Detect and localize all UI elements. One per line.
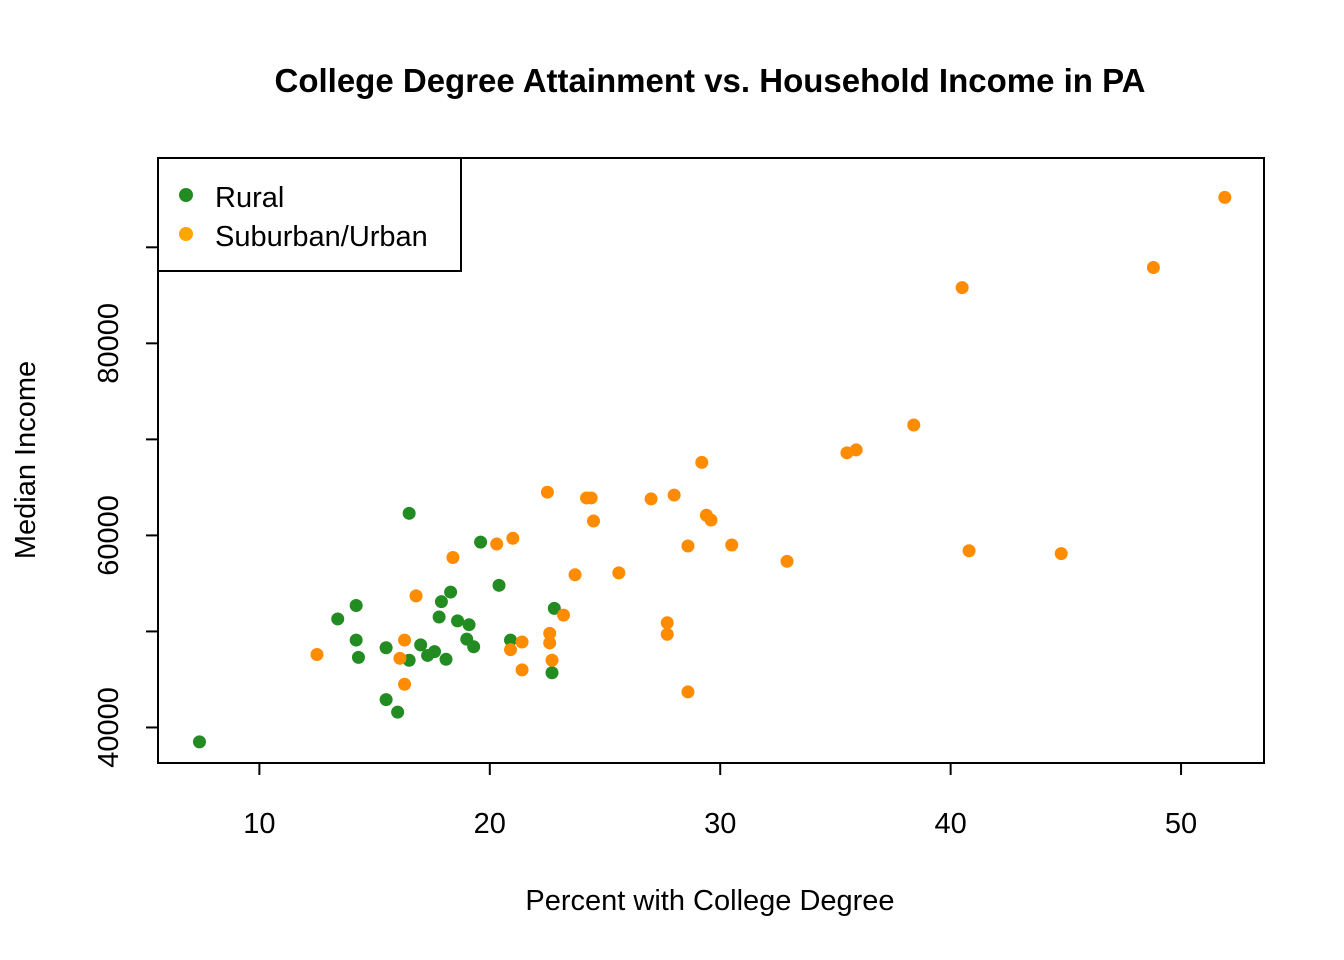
data-point: [557, 608, 571, 622]
data-point: [393, 651, 407, 665]
data-point: [515, 635, 529, 649]
data-points: [192, 190, 1232, 749]
x-tick-label: 40: [935, 808, 967, 840]
data-point: [351, 650, 365, 664]
data-point: [379, 693, 393, 707]
y-tick-label: 60000: [93, 495, 125, 576]
data-point: [398, 633, 412, 647]
x-axis: 10 20 30 40 50: [243, 762, 1197, 840]
data-point: [660, 627, 674, 641]
data-point: [849, 443, 863, 457]
legend-marker-suburban-urban: [179, 227, 193, 241]
y-tick-label: 40000: [93, 687, 125, 768]
data-point: [446, 550, 460, 564]
data-point: [612, 566, 626, 580]
data-point: [379, 641, 393, 655]
data-point: [1218, 190, 1232, 204]
x-tick-label: 20: [474, 808, 506, 840]
data-point: [331, 612, 345, 626]
data-point: [660, 616, 674, 630]
data-point: [780, 554, 794, 568]
data-point: [402, 506, 416, 520]
data-point: [434, 595, 448, 609]
data-point: [584, 491, 598, 505]
data-point: [492, 578, 506, 592]
data-point: [547, 601, 561, 615]
data-point: [409, 589, 423, 603]
data-point: [349, 633, 363, 647]
data-point: [428, 645, 441, 659]
data-point: [467, 640, 481, 654]
data-point: [515, 663, 529, 677]
legend: Rural Suburban/Urban: [157, 157, 462, 272]
x-tick-label: 10: [243, 808, 275, 840]
data-point: [414, 638, 428, 652]
data-point: [543, 636, 557, 650]
data-point: [962, 544, 976, 558]
data-point: [462, 618, 476, 632]
data-point: [432, 610, 446, 624]
data-point: [545, 666, 559, 680]
data-point: [543, 626, 557, 640]
x-tick-label: 50: [1165, 808, 1197, 840]
data-point: [704, 513, 718, 527]
data-point: [667, 488, 681, 502]
y-axis-label: Median Income: [10, 361, 42, 559]
data-point: [444, 585, 458, 599]
x-axis-label: Percent with College Degree: [525, 885, 894, 917]
data-point: [490, 537, 504, 551]
data-point: [310, 647, 324, 661]
legend-label-suburban-urban: Suburban/Urban: [215, 221, 428, 253]
series-suburban-urban: [310, 190, 1232, 699]
x-tick-label: 30: [704, 808, 736, 840]
data-point: [1054, 547, 1068, 561]
legend-marker-rural: [179, 188, 193, 202]
data-point: [391, 705, 405, 719]
data-point: [907, 418, 921, 432]
y-tick-label: 80000: [93, 303, 125, 384]
data-point: [955, 281, 969, 295]
data-point: [681, 685, 695, 699]
data-point: [506, 531, 520, 545]
data-point: [725, 538, 739, 552]
legend-box: [157, 157, 462, 272]
series-rural: [192, 506, 561, 749]
data-point: [474, 535, 488, 549]
data-point: [545, 653, 559, 667]
data-point: [349, 599, 363, 613]
y-axis: 40000 60000 80000: [93, 246, 159, 768]
data-point: [398, 677, 412, 691]
data-point: [681, 539, 695, 553]
data-point: [504, 643, 518, 657]
data-point: [451, 614, 465, 628]
data-point: [1146, 260, 1160, 274]
data-point: [192, 735, 206, 749]
data-point: [586, 514, 600, 528]
data-point: [695, 455, 709, 469]
data-point: [540, 485, 554, 499]
legend-label-rural: Rural: [215, 182, 284, 214]
chart-title: College Degree Attainment vs. Household …: [275, 62, 1146, 99]
data-point: [644, 492, 658, 506]
data-point: [439, 652, 453, 666]
data-point: [568, 568, 582, 582]
data-point: [504, 633, 518, 647]
